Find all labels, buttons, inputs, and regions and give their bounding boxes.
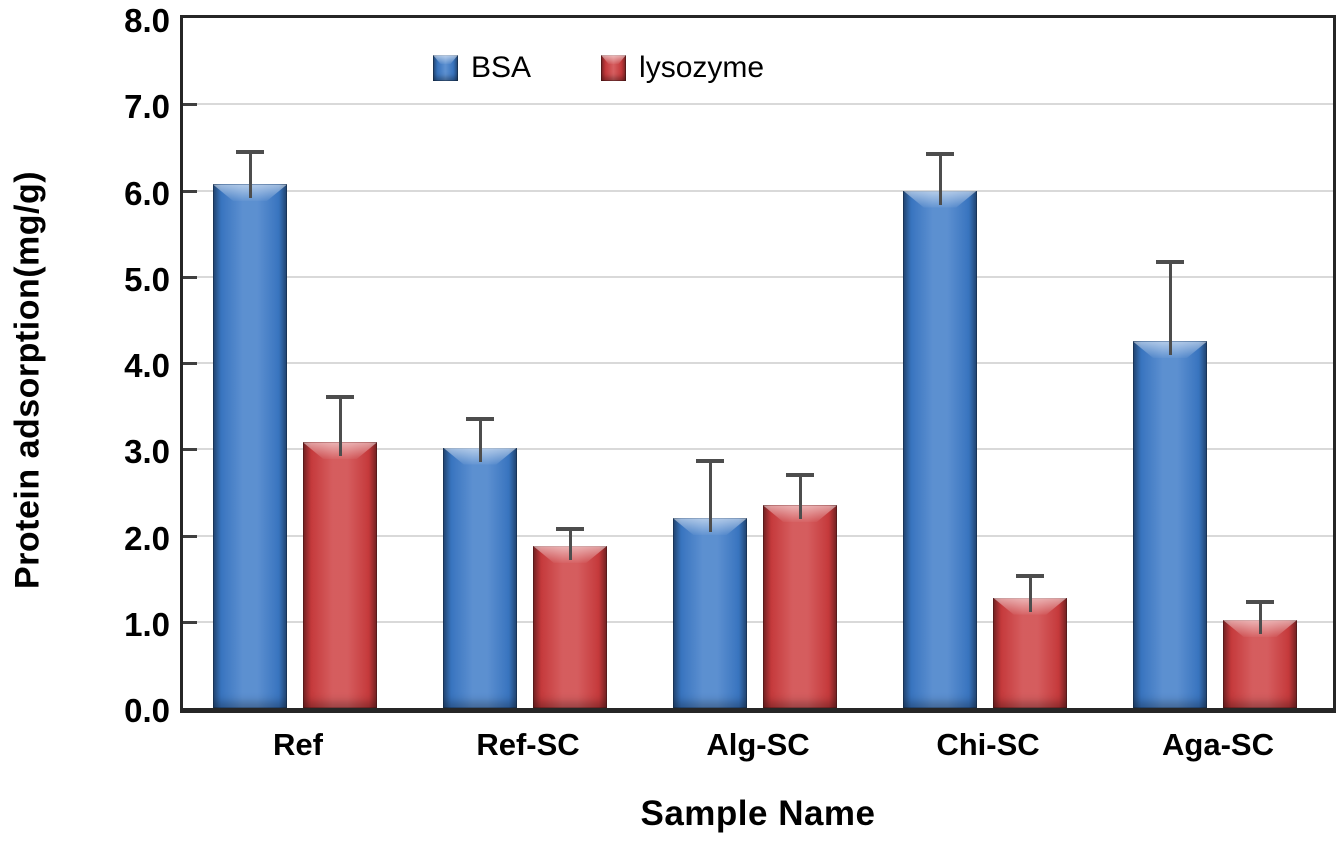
bar-lysozyme-ref	[303, 442, 377, 708]
error-bar-stem-bsa-alg-sc	[708, 458, 712, 533]
bar-bsa-ref-sc	[443, 447, 517, 708]
bar-lysozyme-chi-sc	[993, 597, 1067, 708]
bar-bsa-chi-sc	[903, 190, 977, 708]
error-bar-cap-bsa-ref	[236, 149, 264, 154]
y-axis-tick-mark-6.0	[183, 189, 197, 193]
error-bar-stem-bsa-ref-sc	[478, 417, 482, 462]
y-axis-tick-label-7.0: 7.0	[124, 88, 170, 126]
error-bar-cap-bsa-ref-sc	[466, 417, 494, 422]
error-bar-stem-lysozyme-aga-sc	[1258, 600, 1262, 635]
error-bar-stem-lysozyme-chi-sc	[1028, 574, 1032, 612]
y-axis-tick-label-4.0: 4.0	[124, 347, 170, 384]
error-bar-cap-lysozyme-chi-sc	[1016, 574, 1044, 579]
legend-label-lysozyme: lysozyme	[639, 51, 765, 84]
y-axis-tick-mark-5.0	[183, 275, 197, 279]
error-bar-cap-bsa-chi-sc	[926, 151, 954, 156]
gridline-4.0	[183, 362, 1333, 364]
y-axis-tick-label-3.0: 3.0	[124, 433, 170, 471]
x-axis-label-ref-sc: Ref-SC	[476, 727, 580, 762]
bar-bsa-aga-sc	[1133, 341, 1207, 708]
bar-bsa-alg-sc	[673, 518, 747, 708]
y-axis-tick-label-6.0: 6.0	[124, 174, 170, 212]
y-axis-tick-mark-4.0	[183, 362, 197, 365]
plot-area: BSA lysozyme	[180, 15, 1336, 713]
y-axis-tick-label-1.0: 1.0	[124, 605, 170, 643]
legend-swatch-lysozyme-icon	[601, 55, 627, 81]
error-bar-cap-lysozyme-ref	[326, 394, 354, 399]
legend-item-lysozyme: lysozyme	[601, 51, 764, 85]
error-bar-stem-bsa-aga-sc	[1168, 259, 1172, 356]
error-bar-cap-bsa-aga-sc	[1156, 259, 1184, 264]
error-bar-cap-lysozyme-ref-sc	[556, 526, 584, 531]
y-axis-tick-label-8.0: 8.0	[124, 2, 170, 39]
y-axis-tick-mark-2.0	[183, 534, 197, 538]
error-bar-stem-bsa-ref	[248, 149, 252, 199]
x-axis-title: Sample Name	[640, 794, 876, 833]
y-axis-tick-label-5.0: 5.0	[124, 260, 170, 298]
error-bar-cap-lysozyme-aga-sc	[1246, 600, 1274, 605]
gridline-6.0	[183, 189, 1333, 192]
gridline-7.0	[183, 103, 1333, 106]
bar-lysozyme-alg-sc	[763, 505, 837, 708]
legend-item-bsa: BSA	[433, 51, 531, 85]
x-axis-category-labels: Ref Ref-SC Alg-SC Chi-SC Aga-SC	[183, 722, 1333, 768]
error-bar-stem-lysozyme-alg-sc	[798, 473, 802, 520]
gridline-5.0	[183, 275, 1333, 278]
x-axis-label-ref: Ref	[273, 727, 323, 762]
error-bar-cap-lysozyme-alg-sc	[786, 473, 814, 478]
legend-label-bsa: BSA	[471, 51, 532, 84]
y-axis-title: Protein adsorption(mg/g)	[8, 170, 47, 590]
bar-bsa-ref	[213, 184, 287, 708]
x-axis-label-aga-sc: Aga-SC	[1162, 727, 1274, 762]
gridline-1.0	[183, 620, 1333, 623]
gridline-3.0	[183, 448, 1333, 451]
x-axis-label-alg-sc: Alg-SC	[706, 727, 810, 762]
error-bar-stem-lysozyme-ref-sc	[568, 526, 572, 560]
legend: BSA lysozyme	[433, 51, 764, 85]
y-axis-tick-mark-1.0	[183, 620, 197, 624]
y-axis-tick-label-0.0: 0.0	[124, 692, 170, 729]
y-axis-tick-mark-3.0	[183, 448, 197, 452]
y-axis-tick-labels: 8.0 7.0 6.0 5.0 4.0 3.0 2.0 1.0 0.0	[58, 0, 170, 760]
gridline-2.0	[183, 534, 1333, 537]
error-bar-stem-lysozyme-ref	[338, 394, 342, 457]
legend-swatch-bsa-icon	[433, 55, 458, 81]
y-axis-tick-mark-7.0	[183, 103, 197, 107]
bar-lysozyme-ref-sc	[533, 545, 607, 708]
bar-lysozyme-aga-sc	[1223, 620, 1297, 708]
x-axis-label-chi-sc: Chi-SC	[936, 727, 1040, 762]
error-bar-cap-bsa-alg-sc	[696, 458, 724, 463]
error-bar-stem-bsa-chi-sc	[938, 151, 942, 205]
y-axis-tick-label-2.0: 2.0	[124, 519, 170, 557]
